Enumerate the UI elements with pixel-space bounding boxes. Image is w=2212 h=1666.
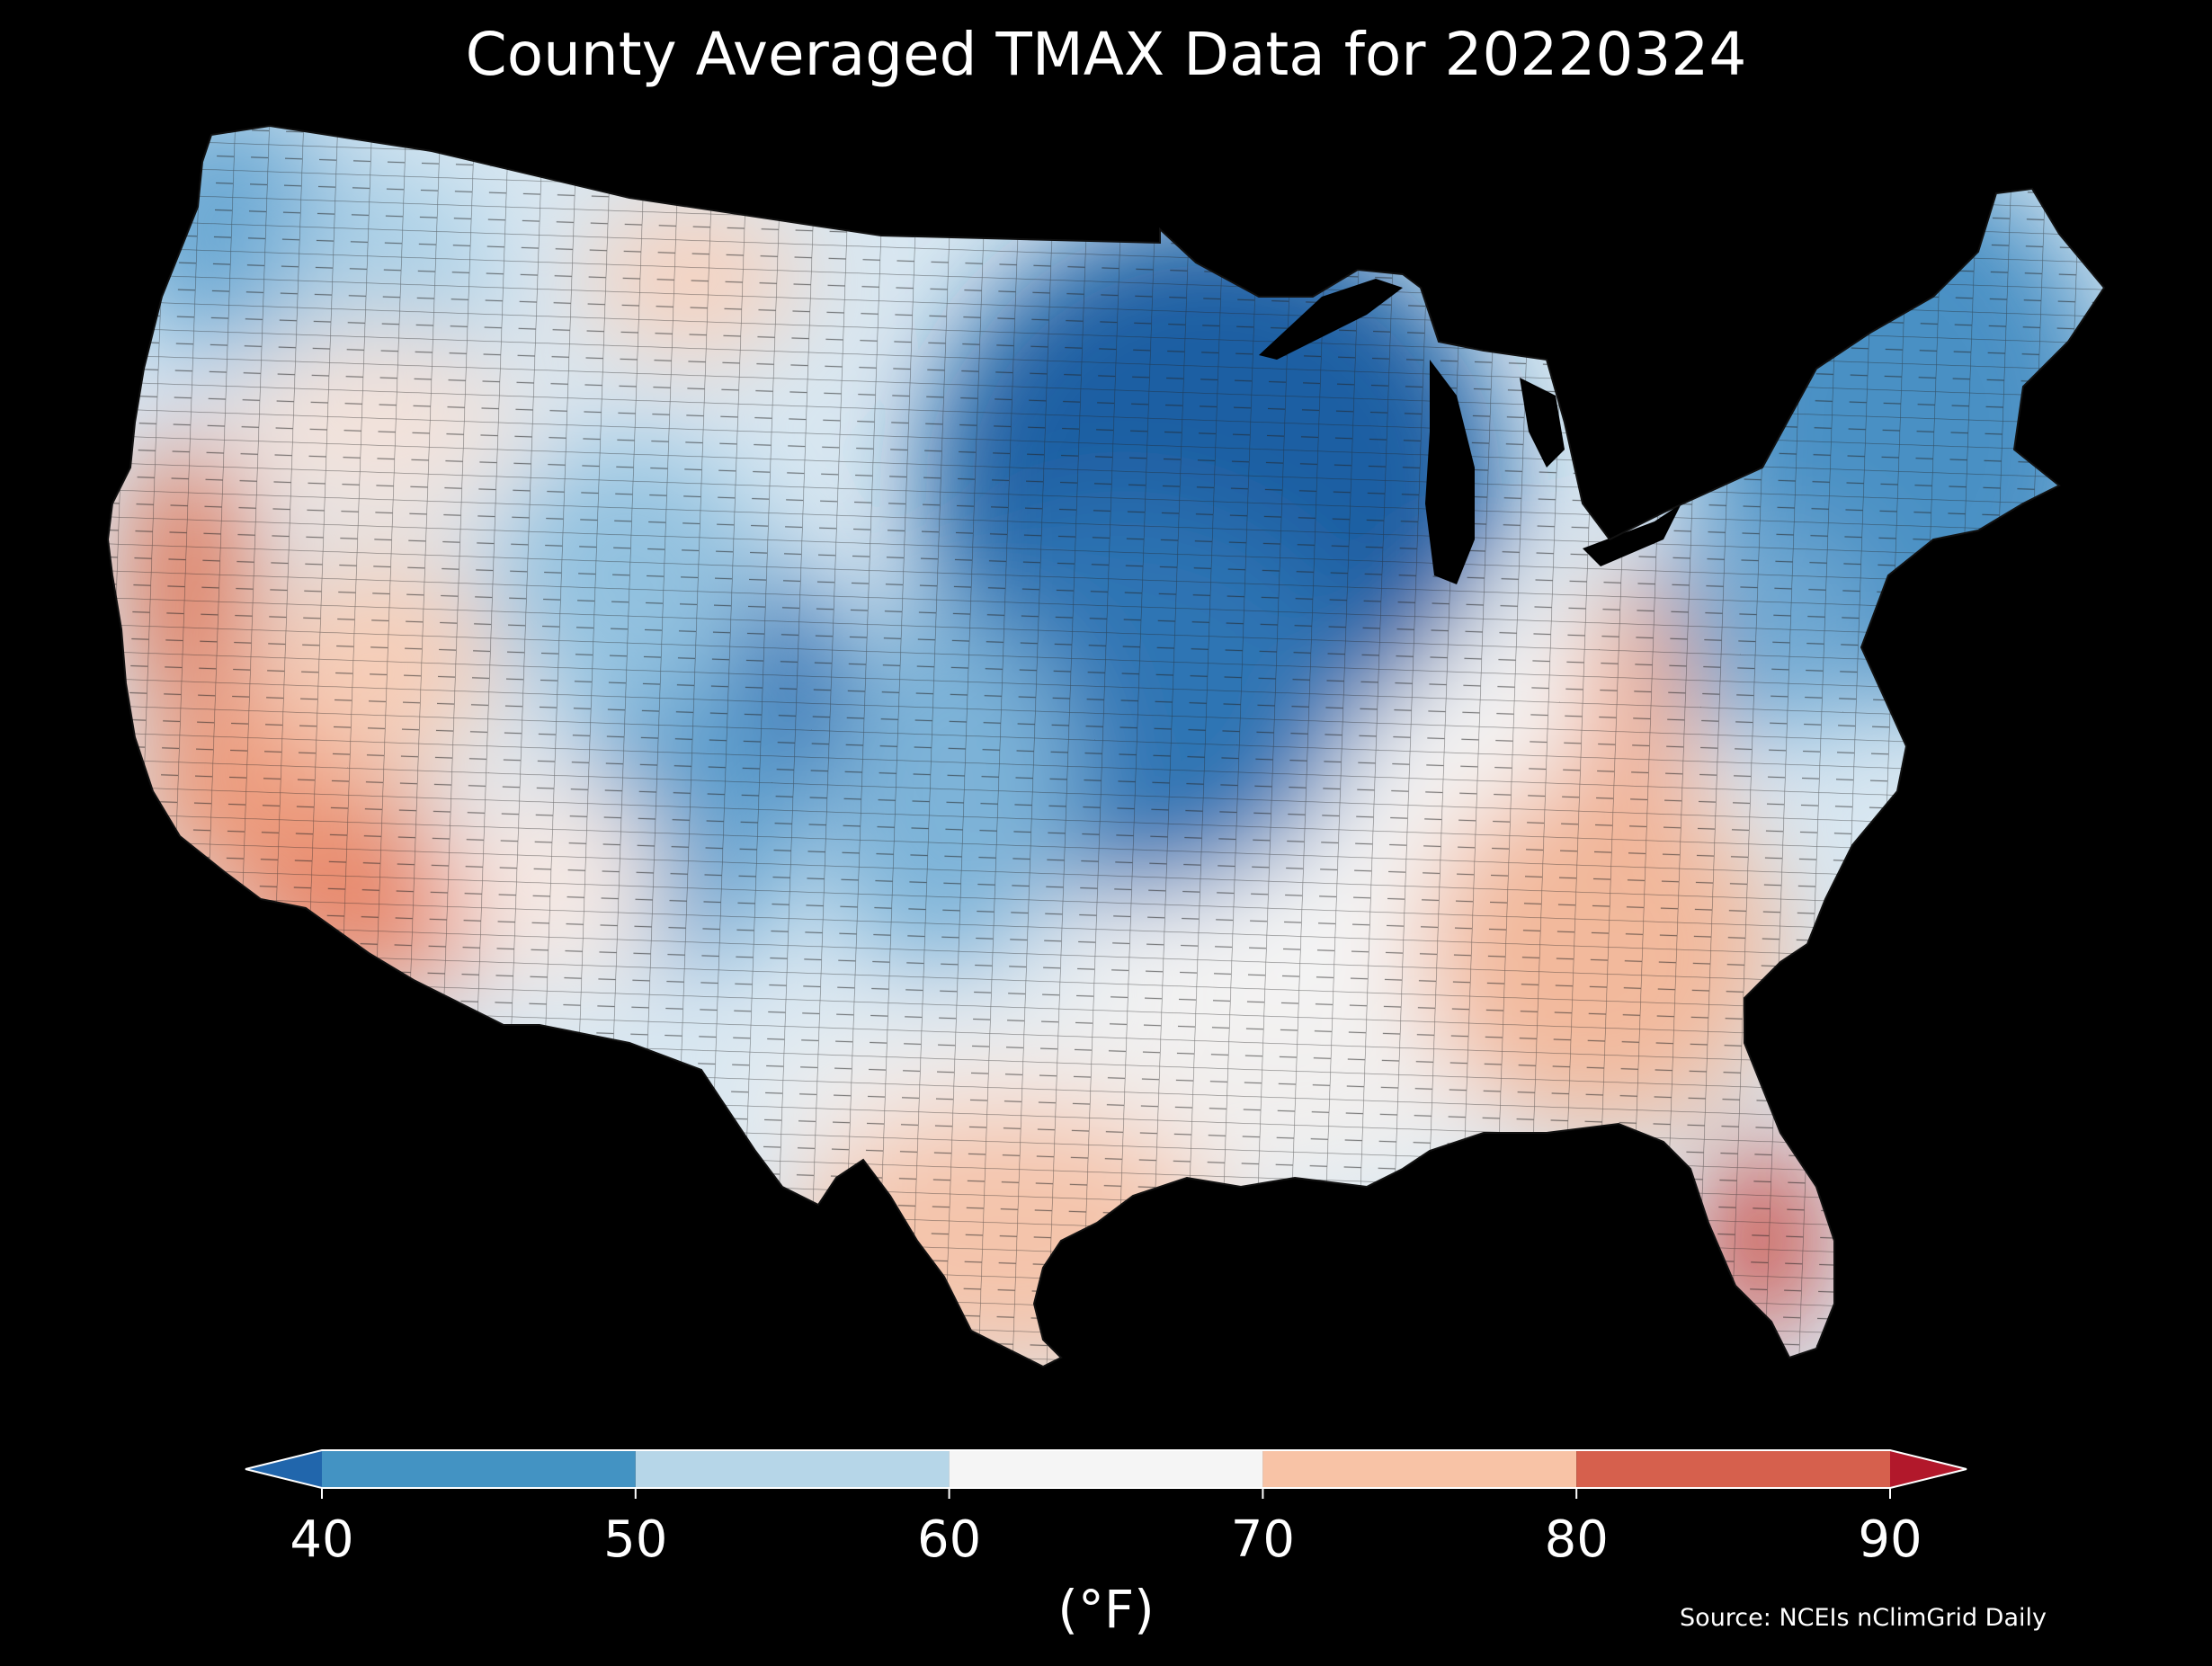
lake-huron: [1520, 378, 1565, 468]
colorbar-tick-label: 70: [1231, 1510, 1295, 1569]
colorbar-tick-label: 90: [1858, 1510, 1922, 1569]
lake-erie: [1583, 503, 1681, 566]
great-lakes: [1259, 279, 1681, 584]
colorbar-bin-0: [245, 1450, 322, 1488]
lake-michigan: [1425, 360, 1475, 584]
lake-superior: [1259, 279, 1403, 360]
colorbar-bin-3: [949, 1450, 1263, 1488]
colorbar-tick-label: 40: [290, 1510, 353, 1569]
colorbar-swatches: [245, 1449, 1967, 1489]
source-note: Source: NCEIs nClimGrid Daily: [1680, 1604, 2047, 1632]
colorbar-bin-1: [322, 1450, 636, 1488]
colorbar-bin-4: [1262, 1450, 1577, 1488]
colorbar-unit-label: (°F): [1057, 1579, 1155, 1640]
colorbar-bin-6: [1890, 1450, 1967, 1488]
map-title: County Averaged TMAX Data for 20220324: [465, 20, 1747, 89]
colorbar-tick-label: 50: [603, 1510, 667, 1569]
colorbar-tick-label: 80: [1545, 1510, 1609, 1569]
colorbar-tick-label: 60: [917, 1510, 981, 1569]
colorbar-ticks: 40 50 60 70 80 90: [290, 1488, 1922, 1569]
colorbar-bin-5: [1576, 1450, 1890, 1488]
colorbar-bin-2: [635, 1450, 950, 1488]
